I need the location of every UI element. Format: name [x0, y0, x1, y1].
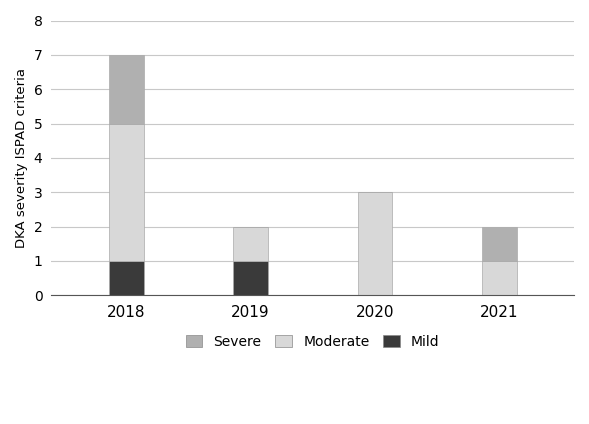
Bar	[482, 226, 517, 261]
Bar	[109, 123, 144, 261]
Bar	[233, 261, 268, 295]
Bar	[358, 192, 392, 295]
Bar	[109, 261, 144, 295]
Bar	[109, 55, 144, 123]
Bar	[233, 226, 268, 261]
Legend: Severe, Moderate, Mild: Severe, Moderate, Mild	[180, 329, 445, 354]
Bar	[482, 261, 517, 295]
Y-axis label: DKA severity ISPAD criteria: DKA severity ISPAD criteria	[15, 68, 28, 248]
